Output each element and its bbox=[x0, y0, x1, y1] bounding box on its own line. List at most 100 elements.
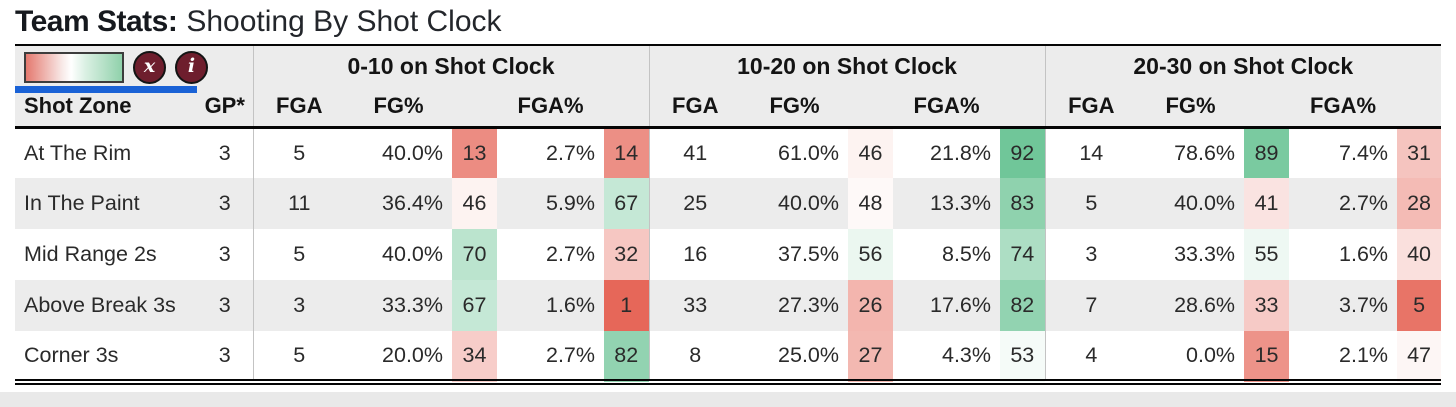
shot-zone-cell: Corner 3s bbox=[15, 331, 197, 382]
table-row: Mid Range 2s 3 5 40.0% 70 2.7% 32 16 37.… bbox=[15, 229, 1442, 280]
fga-ptile-header bbox=[604, 86, 649, 129]
fg-percentile-cell: 34 bbox=[452, 331, 497, 382]
fg-percentile-cell: 48 bbox=[848, 178, 893, 229]
table-row: Corner 3s 3 5 20.0% 34 2.7% 82 8 25.0% 2… bbox=[15, 331, 1442, 382]
gp-cell: 3 bbox=[197, 229, 253, 280]
percentile-gradient-legend bbox=[24, 51, 124, 83]
fga-cell: 14 bbox=[1044, 127, 1138, 178]
fga-pct-header[interactable]: FGA% bbox=[1289, 86, 1398, 129]
fga-pct-cell: 13.3% bbox=[893, 178, 1000, 229]
fg-pct-cell: 78.6% bbox=[1137, 127, 1245, 178]
active-tab-indicator bbox=[15, 86, 197, 93]
fg-pct-header[interactable]: FG% bbox=[345, 86, 452, 129]
fg-percentile-cell: 56 bbox=[848, 229, 893, 280]
fga-pct-header[interactable]: FGA% bbox=[893, 86, 1000, 129]
fg-percentile-cell: 27 bbox=[848, 331, 893, 382]
fga-pct-header[interactable]: FGA% bbox=[497, 86, 604, 129]
fg-pct-cell: 37.5% bbox=[741, 229, 848, 280]
fg-pct-cell: 25.0% bbox=[741, 331, 848, 382]
shooting-by-shot-clock-table: x i 0-10 on Shot Clock 10-20 on Shot Clo… bbox=[15, 44, 1442, 385]
fga-percentile-cell: 92 bbox=[1000, 127, 1046, 178]
shot-zone-header-label: Shot Zone bbox=[24, 92, 132, 118]
fg-pct-cell: 33.3% bbox=[1137, 229, 1245, 280]
widget-title: Team Stats: Shooting By Shot Clock bbox=[15, 0, 1441, 44]
fg-pct-cell: 61.0% bbox=[741, 127, 848, 178]
fg-percentile-cell: 70 bbox=[452, 229, 497, 280]
fg-percentile-cell: 89 bbox=[1244, 127, 1290, 178]
fga-header[interactable]: FGA bbox=[648, 86, 741, 129]
fga-percentile-cell: 14 bbox=[604, 127, 649, 178]
fga-cell: 33 bbox=[648, 280, 741, 331]
fga-percentile-cell: 47 bbox=[1397, 331, 1442, 382]
fga-percentile-cell: 32 bbox=[604, 229, 649, 280]
fga-header[interactable]: FGA bbox=[1044, 86, 1138, 129]
fga-percentile-cell: 82 bbox=[604, 331, 649, 382]
gp-cell: 3 bbox=[197, 178, 253, 229]
fg-percentile-cell: 13 bbox=[452, 127, 497, 178]
fg-percentile-cell: 55 bbox=[1244, 229, 1290, 280]
legend-x-button[interactable]: x bbox=[133, 50, 166, 84]
gp-cell: 3 bbox=[197, 280, 253, 331]
fga-pct-cell: 2.1% bbox=[1289, 331, 1398, 382]
fg-percentile-cell: 46 bbox=[848, 127, 893, 178]
fg-ptile-header bbox=[452, 86, 497, 129]
fga-cell: 3 bbox=[1044, 229, 1138, 280]
fga-percentile-cell: 1 bbox=[604, 280, 649, 331]
fg-pct-cell: 27.3% bbox=[741, 280, 848, 331]
fga-pct-cell: 21.8% bbox=[893, 127, 1000, 178]
column-header-row: Shot Zone GP* FGA FG% FGA% FGA FG% FGA% … bbox=[15, 86, 1442, 129]
fg-pct-cell: 36.4% bbox=[345, 178, 452, 229]
table-row: In The Paint 3 11 36.4% 46 5.9% 67 25 40… bbox=[15, 178, 1442, 229]
fga-pct-cell: 2.7% bbox=[497, 331, 604, 382]
table-body: At The Rim 3 5 40.0% 13 2.7% 14 41 61.0%… bbox=[15, 127, 1442, 382]
fga-pct-cell: 1.6% bbox=[1289, 229, 1398, 280]
fga-cell: 5 bbox=[252, 331, 345, 382]
gp-cell: 3 bbox=[197, 331, 253, 382]
title-label: Team Stats: bbox=[15, 5, 178, 38]
fg-pct-header[interactable]: FG% bbox=[1137, 86, 1245, 129]
shot-zone-header[interactable]: Shot Zone bbox=[15, 86, 197, 129]
fg-percentile-cell: 15 bbox=[1244, 331, 1290, 382]
legend-info-button[interactable]: i bbox=[175, 50, 208, 84]
shot-zone-cell: Above Break 3s bbox=[15, 280, 197, 331]
fga-pct-cell: 8.5% bbox=[893, 229, 1000, 280]
fga-cell: 5 bbox=[1044, 178, 1138, 229]
table-row: Above Break 3s 3 3 33.3% 67 1.6% 1 33 27… bbox=[15, 280, 1442, 331]
fg-pct-cell: 40.0% bbox=[345, 229, 452, 280]
fg-ptile-header bbox=[1244, 86, 1290, 129]
fg-pct-cell: 28.6% bbox=[1137, 280, 1245, 331]
fg-percentile-cell: 46 bbox=[452, 178, 497, 229]
shot-zone-cell: In The Paint bbox=[15, 178, 197, 229]
gp-cell: 3 bbox=[197, 127, 253, 178]
fg-percentile-cell: 67 bbox=[452, 280, 497, 331]
fg-ptile-header bbox=[848, 86, 893, 129]
fga-pct-cell: 4.3% bbox=[893, 331, 1000, 382]
fga-percentile-cell: 67 bbox=[604, 178, 649, 229]
fga-ptile-header bbox=[1397, 86, 1442, 129]
fga-pct-cell: 5.9% bbox=[497, 178, 604, 229]
fg-pct-cell: 0.0% bbox=[1137, 331, 1245, 382]
fga-pct-cell: 2.7% bbox=[497, 229, 604, 280]
fg-percentile-cell: 41 bbox=[1244, 178, 1290, 229]
fga-pct-cell: 17.6% bbox=[893, 280, 1000, 331]
fga-percentile-cell: 5 bbox=[1397, 280, 1442, 331]
fg-pct-cell: 20.0% bbox=[345, 331, 452, 382]
shot-zone-cell: Mid Range 2s bbox=[15, 229, 197, 280]
gp-header[interactable]: GP* bbox=[197, 86, 253, 129]
fga-pct-cell: 3.7% bbox=[1289, 280, 1398, 331]
subtitle-label: Shooting By Shot Clock bbox=[186, 5, 502, 38]
fga-percentile-cell: 31 bbox=[1397, 127, 1442, 178]
table-row: At The Rim 3 5 40.0% 13 2.7% 14 41 61.0%… bbox=[15, 127, 1442, 178]
fga-pct-cell: 2.7% bbox=[1289, 178, 1398, 229]
fg-pct-cell: 40.0% bbox=[1137, 178, 1245, 229]
fga-header[interactable]: FGA bbox=[252, 86, 345, 129]
legend-cell: x i bbox=[15, 45, 253, 86]
fga-cell: 5 bbox=[252, 127, 345, 178]
fga-cell: 41 bbox=[648, 127, 741, 178]
fga-cell: 7 bbox=[1044, 280, 1138, 331]
fg-percentile-cell: 33 bbox=[1244, 280, 1290, 331]
fg-pct-cell: 40.0% bbox=[345, 127, 452, 178]
section-header-20-30: 20-30 on Shot Clock bbox=[1044, 45, 1442, 86]
fg-pct-header[interactable]: FG% bbox=[741, 86, 848, 129]
fga-percentile-cell: 83 bbox=[1000, 178, 1046, 229]
